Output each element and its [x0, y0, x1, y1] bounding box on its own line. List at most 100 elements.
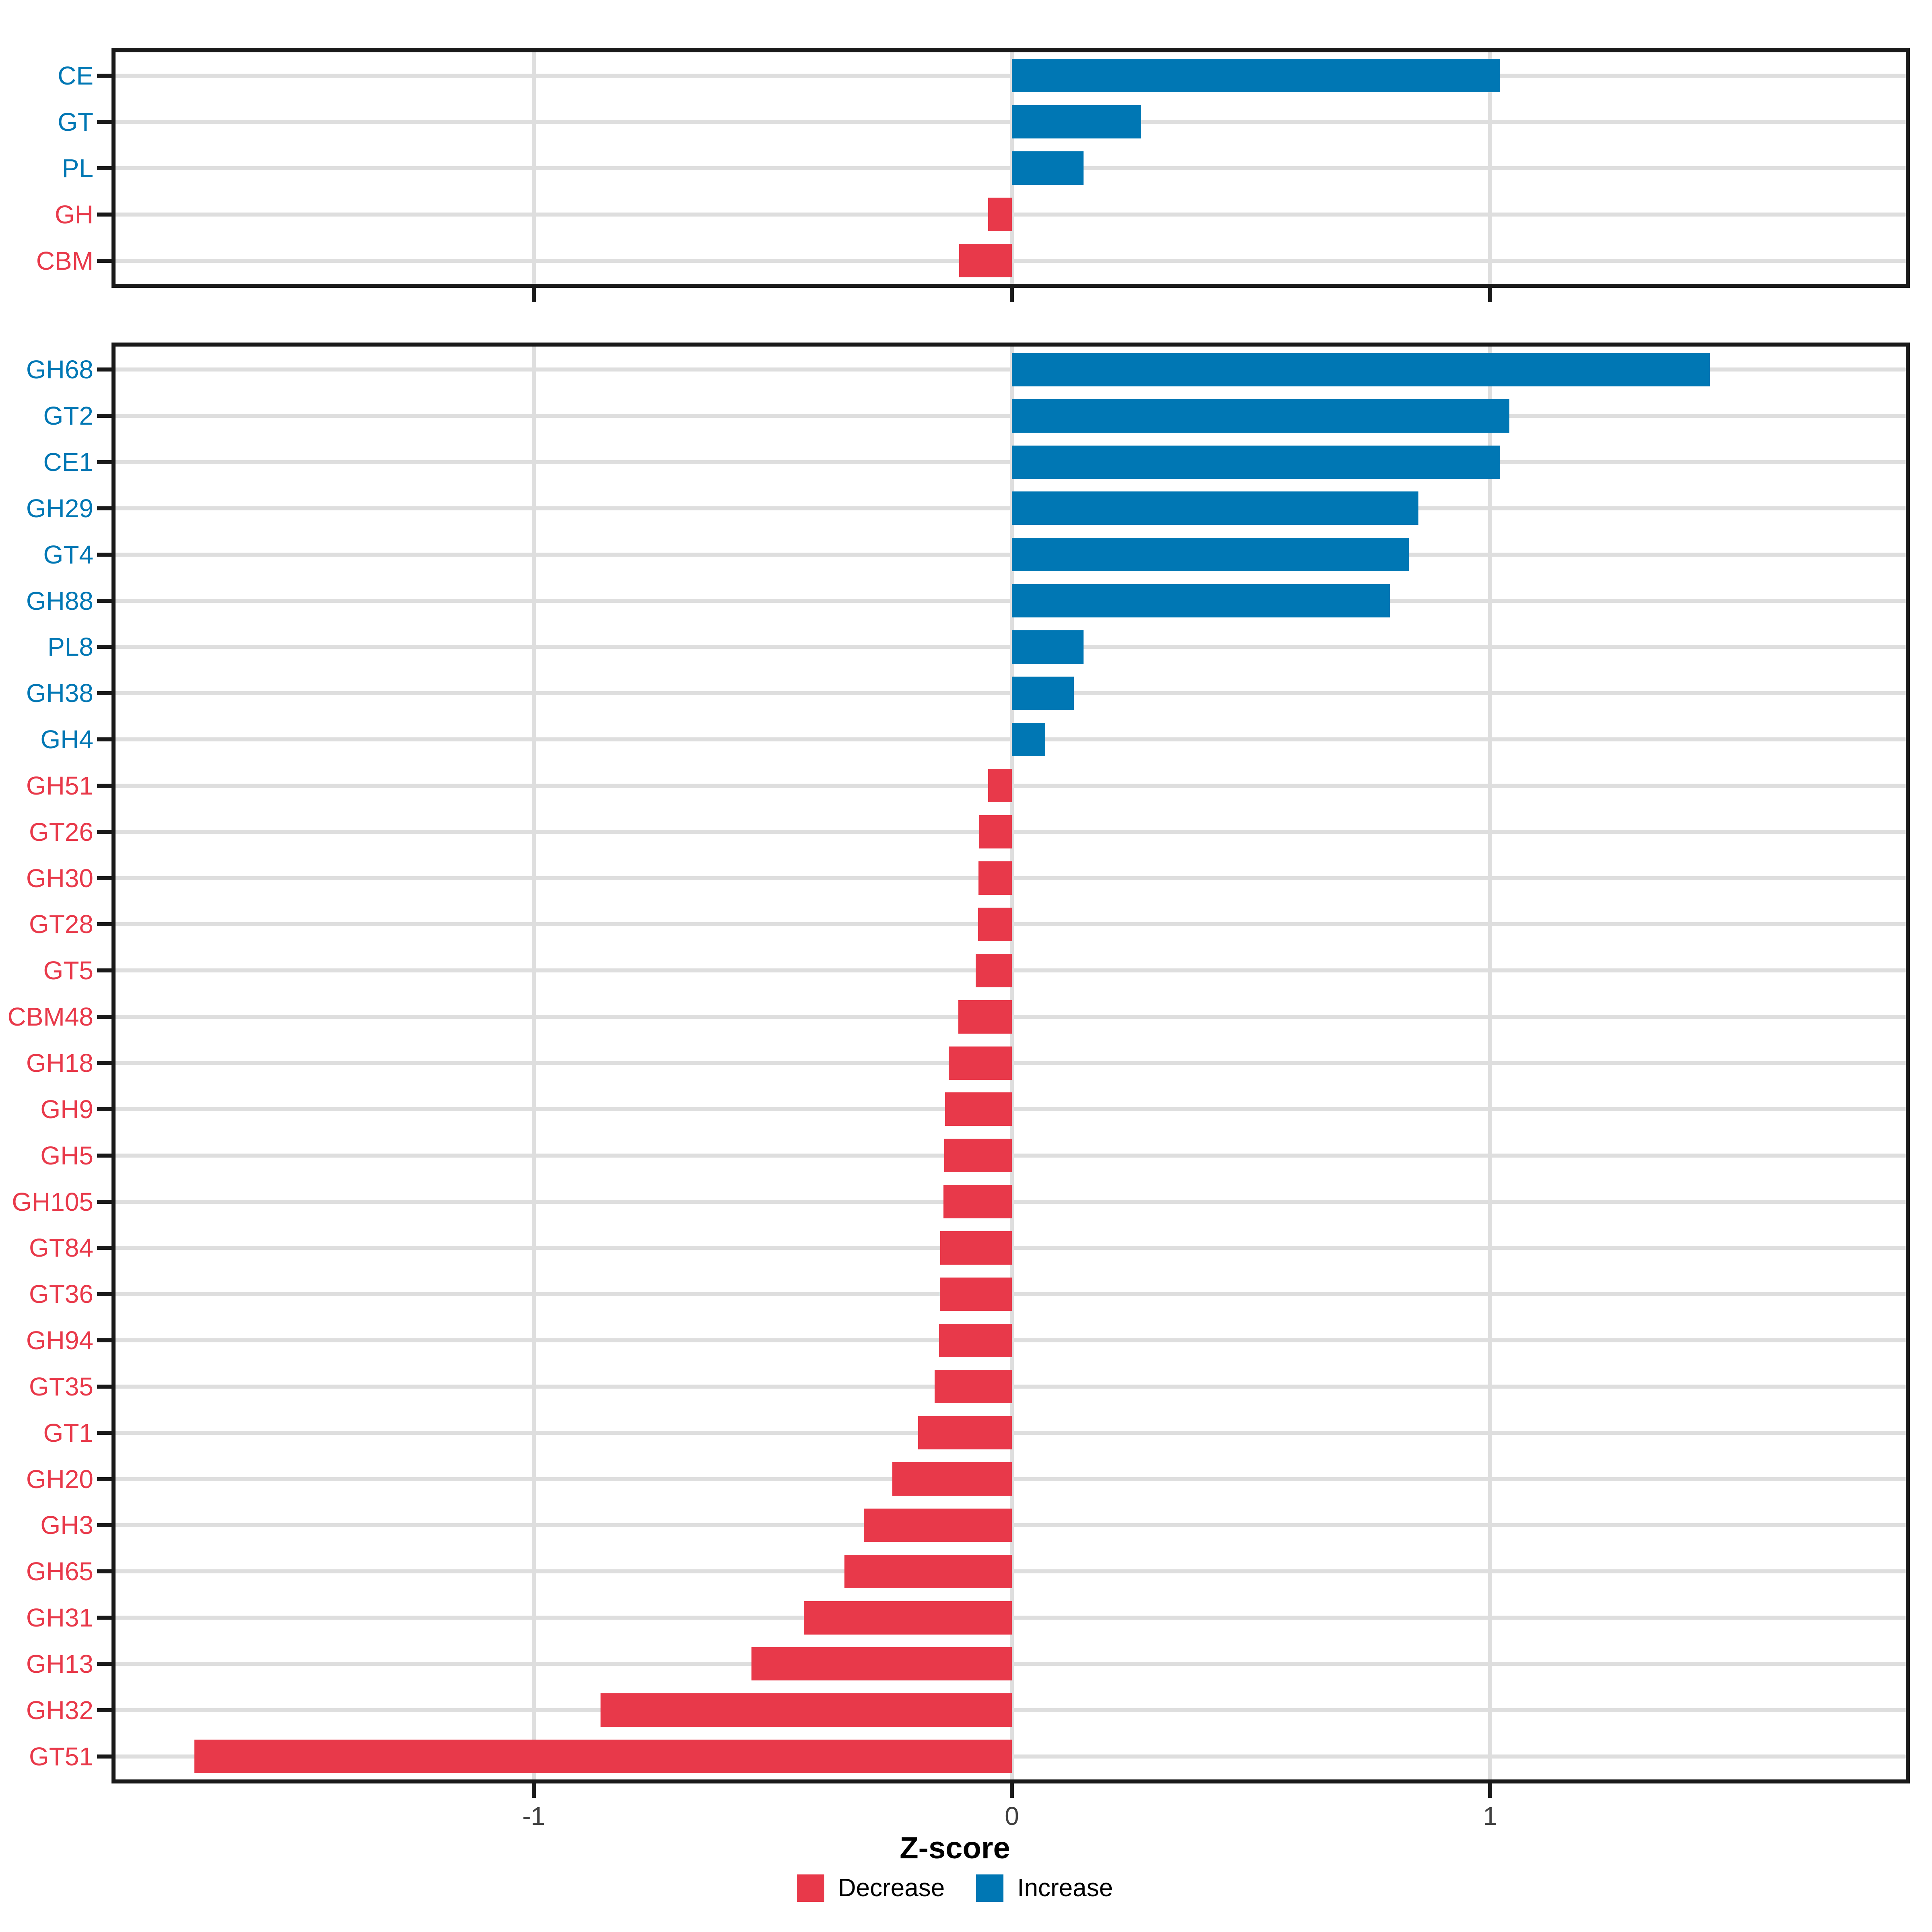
- bar-GT5: [975, 954, 1012, 987]
- bar-CBM: [959, 244, 1012, 277]
- bar-GH13: [751, 1647, 1012, 1681]
- row-label-GH31: GH31: [26, 1603, 93, 1633]
- bar-GH9: [945, 1092, 1012, 1126]
- y-tick-GH4: [97, 737, 111, 742]
- row-label-GH20: GH20: [26, 1464, 93, 1494]
- y-tick-GH51: [97, 783, 111, 788]
- row-label-GT: GT: [58, 107, 93, 136]
- y-tick-GH29: [97, 506, 111, 510]
- x-tick--1: [532, 288, 536, 302]
- y-tick-PL8: [97, 645, 111, 649]
- x-tick-1: [1488, 288, 1492, 302]
- legend-key-increase: [976, 1874, 1004, 1902]
- row-label-GH32: GH32: [26, 1695, 93, 1725]
- bar-PL: [1012, 151, 1084, 185]
- bar-CE: [1012, 59, 1500, 92]
- y-tick-GH32: [97, 1708, 111, 1712]
- y-tick-GH105: [97, 1199, 111, 1204]
- x-tick-1: [1488, 1783, 1492, 1798]
- y-tick-GH: [97, 212, 111, 217]
- row-label-PL8: PL8: [47, 632, 93, 662]
- y-tick-GT1: [97, 1430, 111, 1435]
- row-label-CBM48: CBM48: [7, 1002, 93, 1032]
- x-tick-label-0: 0: [1005, 1802, 1019, 1831]
- bar-GH3: [863, 1508, 1012, 1542]
- h-gridline: [116, 120, 1906, 124]
- bar-GH88: [1012, 584, 1390, 618]
- row-label-GH68: GH68: [26, 355, 93, 384]
- top-panel: [111, 48, 1910, 288]
- bar-GH5: [944, 1139, 1012, 1172]
- row-label-GH5: GH5: [40, 1141, 93, 1170]
- bar-CE1: [1012, 445, 1500, 479]
- row-label-GT1: GT1: [43, 1418, 93, 1447]
- row-label-GT51: GT51: [29, 1742, 93, 1771]
- y-tick-GH5: [97, 1153, 111, 1158]
- y-tick-CE1: [97, 460, 111, 464]
- y-tick-CBM48: [97, 1015, 111, 1019]
- bar-GH38: [1012, 676, 1074, 710]
- row-label-GH38: GH38: [26, 679, 93, 708]
- x-tick-label-1: 1: [1483, 1802, 1497, 1831]
- bar-GH65: [844, 1554, 1012, 1588]
- y-tick-GT2: [97, 414, 111, 418]
- y-tick-GH68: [97, 367, 111, 372]
- x-tick-label--1: -1: [522, 1802, 545, 1831]
- row-label-CE1: CE1: [43, 448, 94, 477]
- bar-GH: [988, 198, 1012, 231]
- row-label-CE: CE: [58, 61, 93, 90]
- h-gridline: [116, 506, 1906, 510]
- y-tick-GT26: [97, 830, 111, 834]
- row-label-GT28: GT28: [29, 910, 93, 939]
- h-gridline: [116, 691, 1906, 696]
- h-gridline: [116, 599, 1906, 603]
- legend: Decrease Increase: [0, 1874, 1910, 1902]
- bar-PL8: [1012, 630, 1084, 664]
- y-tick-GH18: [97, 1061, 111, 1065]
- y-tick-GH94: [97, 1338, 111, 1343]
- bar-GT84: [940, 1231, 1012, 1265]
- bar-GT36: [939, 1277, 1012, 1311]
- bar-GH4: [1012, 722, 1046, 756]
- y-tick-GH9: [97, 1107, 111, 1111]
- y-tick-GH31: [97, 1616, 111, 1620]
- row-label-GH88: GH88: [26, 586, 93, 615]
- y-tick-GH20: [97, 1477, 111, 1481]
- h-gridline: [116, 645, 1906, 649]
- row-label-GT4: GT4: [43, 540, 93, 569]
- row-label-GT84: GT84: [29, 1233, 93, 1263]
- bar-GH32: [601, 1693, 1012, 1727]
- row-label-PL: PL: [62, 153, 93, 183]
- h-gridline: [116, 460, 1906, 464]
- bar-GH51: [988, 769, 1012, 803]
- row-label-GT36: GT36: [29, 1280, 93, 1309]
- row-label-GH30: GH30: [26, 863, 93, 893]
- bar-GH30: [978, 861, 1012, 895]
- y-tick-GT28: [97, 922, 111, 927]
- bar-GH105: [943, 1185, 1012, 1219]
- bar-GT26: [979, 815, 1012, 849]
- h-gridline: [116, 367, 1906, 372]
- y-tick-GT51: [97, 1754, 111, 1759]
- bar-GT28: [978, 907, 1012, 941]
- y-tick-CE: [97, 73, 111, 78]
- h-gridline: [116, 166, 1906, 170]
- row-label-CBM: CBM: [36, 246, 93, 275]
- h-gridline: [116, 414, 1906, 418]
- bar-GT2: [1012, 399, 1509, 433]
- row-label-GH18: GH18: [26, 1049, 93, 1077]
- y-tick-GH3: [97, 1523, 111, 1527]
- bar-GH94: [939, 1323, 1012, 1357]
- row-label-GT2: GT2: [43, 401, 93, 431]
- row-label-GH4: GH4: [40, 725, 93, 754]
- y-tick-GT5: [97, 968, 111, 973]
- row-label-GT35: GT35: [29, 1372, 93, 1401]
- bar-GT1: [918, 1416, 1012, 1450]
- x-tick-0: [1010, 1783, 1014, 1798]
- y-tick-GT36: [97, 1292, 111, 1296]
- bar-GT35: [934, 1370, 1012, 1404]
- x-tick-0: [1010, 288, 1014, 302]
- bar-GH29: [1012, 491, 1418, 525]
- row-label-GH94: GH94: [26, 1326, 93, 1355]
